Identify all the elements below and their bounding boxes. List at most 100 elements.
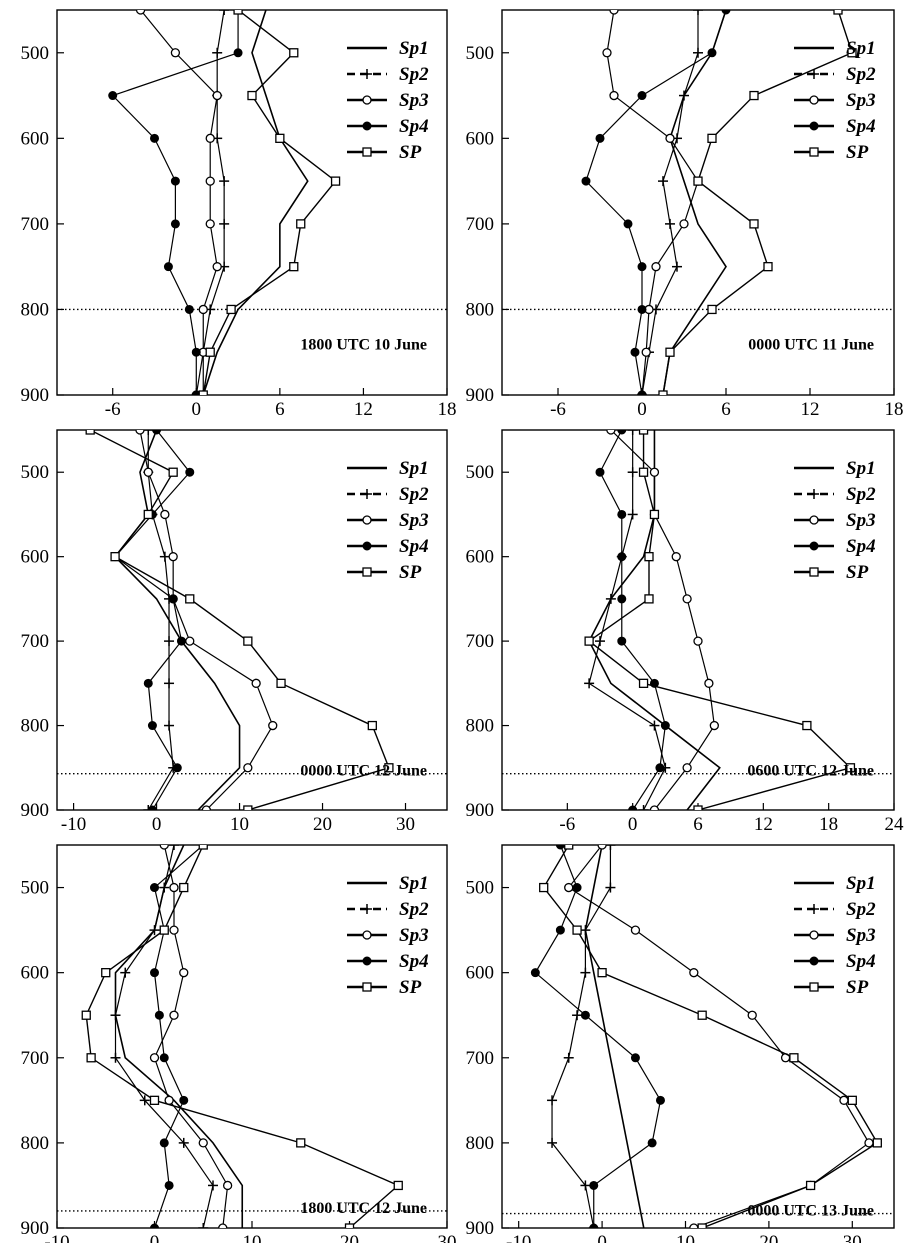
data-point-sp3 xyxy=(170,48,181,58)
data-point-sp4 xyxy=(176,636,186,646)
data-point-sp xyxy=(847,1095,857,1105)
data-point-sp xyxy=(539,882,549,893)
legend-label: Sp2 xyxy=(399,484,429,505)
data-point-sp3 xyxy=(651,262,661,272)
data-point-sp3 xyxy=(704,678,714,688)
data-point-sp4 xyxy=(170,219,180,229)
x-tick-label: 0 xyxy=(150,1232,160,1243)
panel-title: 0600 UTC 12 June xyxy=(747,763,874,780)
data-point-sp4 xyxy=(191,347,201,357)
data-point-sp3 xyxy=(251,678,261,688)
y-tick-label: 600 xyxy=(21,547,50,568)
legend-label: SP xyxy=(846,562,869,583)
data-point-sp4 xyxy=(184,304,194,314)
data-point-sp xyxy=(205,347,215,357)
data-point-sp3 xyxy=(143,467,153,477)
data-point-sp4 xyxy=(168,594,178,604)
chart-panel-4: 500 600 700 800 900 -6 0 6 12 18 24 Sp1 Sp2 Sp3 Sp4 SP 0… xyxy=(466,429,904,835)
data-point-sp4 xyxy=(150,133,159,143)
data-point-sp xyxy=(226,304,236,315)
legend-marker xyxy=(809,147,819,157)
data-point-sp xyxy=(707,133,717,143)
plot-frame xyxy=(56,429,448,811)
data-point-sp3 xyxy=(169,882,179,893)
data-point-sp xyxy=(707,304,717,315)
y-tick-label: 900 xyxy=(466,385,495,406)
data-point-sp3 xyxy=(671,552,681,562)
data-point-sp xyxy=(85,430,95,435)
y-tick-label: 900 xyxy=(21,1218,50,1239)
data-point-sp4 xyxy=(150,883,159,893)
series-group xyxy=(530,845,882,1228)
data-point-sp4 xyxy=(589,1223,599,1228)
data-point-sp4 xyxy=(147,721,157,731)
data-point-sp3 xyxy=(682,763,692,773)
data-point-sp4 xyxy=(530,968,540,978)
x-tick-label: -6 xyxy=(105,399,121,420)
series-line-sp1 xyxy=(202,10,309,395)
data-point-sp xyxy=(597,968,607,978)
data-point-sp xyxy=(789,1053,799,1063)
data-point-sp xyxy=(179,882,189,893)
data-point-sp xyxy=(110,552,120,562)
legend-label: SP xyxy=(399,562,422,583)
x-tick-label: 6 xyxy=(693,814,703,835)
series-line-sp xyxy=(85,845,400,1228)
y-tick-label: 900 xyxy=(21,385,50,406)
series-line-sp2 xyxy=(551,845,612,1228)
data-point-sp xyxy=(805,1180,816,1191)
data-point-sp xyxy=(198,845,208,850)
data-point-sp3 xyxy=(212,90,222,101)
panel-title: 0000 UTC 12 June xyxy=(300,763,427,780)
x-tick-label: 18 xyxy=(885,399,904,420)
data-point-sp3 xyxy=(839,1095,849,1105)
data-point-sp3 xyxy=(665,133,675,143)
y-tick-label: 500 xyxy=(21,462,50,483)
series-line-sp xyxy=(89,430,390,810)
legend-marker xyxy=(809,541,819,551)
x-tick-label: -10 xyxy=(44,1232,69,1243)
data-point-sp3 xyxy=(212,262,222,272)
legend-label: SP xyxy=(846,142,869,163)
data-point-sp4 xyxy=(185,467,195,477)
data-point-sp xyxy=(276,678,286,688)
series-line-sp3 xyxy=(153,845,229,1228)
y-tick-label: 600 xyxy=(21,963,50,984)
x-tick-label: 30 xyxy=(396,814,415,835)
data-point-sp xyxy=(168,467,178,477)
series-group xyxy=(581,10,857,395)
data-point-sp3 xyxy=(609,90,619,101)
legend-marker xyxy=(809,121,819,131)
data-point-sp xyxy=(233,10,243,15)
data-point-sp4 xyxy=(147,805,157,810)
data-point-sp3 xyxy=(597,845,607,850)
x-tick-label: 12 xyxy=(354,399,373,420)
data-point-sp3 xyxy=(693,636,703,646)
data-point-sp xyxy=(243,636,253,646)
data-point-sp4 xyxy=(191,390,201,395)
x-tick-label: -6 xyxy=(559,814,575,835)
data-point-sp xyxy=(198,390,208,395)
y-tick-label: 500 xyxy=(21,43,50,64)
legend-label: Sp1 xyxy=(846,38,876,59)
data-point-sp xyxy=(658,390,668,395)
x-tick-label: 12 xyxy=(801,399,820,420)
data-point-sp3 xyxy=(649,805,660,810)
data-point-sp xyxy=(693,805,703,810)
y-tick-label: 700 xyxy=(466,214,495,235)
panel-title: 1800 UTC 12 June xyxy=(300,1200,427,1217)
data-point-sp xyxy=(638,430,649,435)
series-line-sp4 xyxy=(114,430,191,810)
data-point-sp xyxy=(845,763,856,773)
data-point-sp xyxy=(638,678,649,688)
data-point-sp4 xyxy=(595,467,605,477)
data-point-sp4 xyxy=(630,1053,640,1063)
data-point-sp4 xyxy=(623,219,633,229)
series-line-sp1 xyxy=(662,10,727,395)
legend-marker xyxy=(362,541,372,551)
data-point-sp3 xyxy=(198,1138,208,1148)
legend-label: Sp3 xyxy=(399,90,429,111)
data-point-sp4 xyxy=(647,1138,657,1148)
data-point-sp3 xyxy=(268,720,278,731)
chart-panel-3: 500 600 700 800 900 -10 0 10 20 30 Sp1 Sp2 Sp3 Sp4 SP 0… xyxy=(21,429,448,835)
